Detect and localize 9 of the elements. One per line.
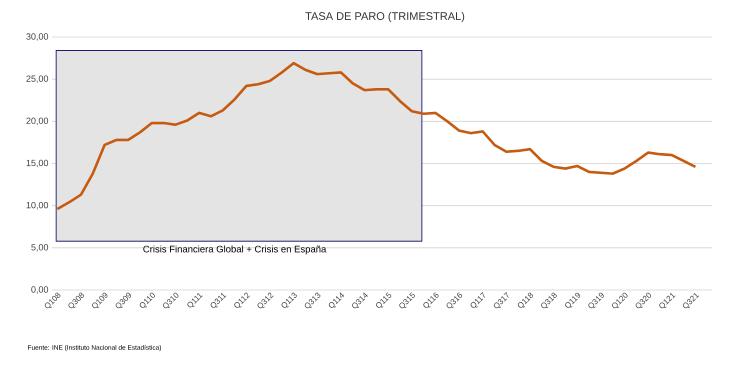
y-tick-label: 20,00 [26,118,48,126]
band-label: Crisis Financiera Global + Crisis en España [143,245,326,254]
y-tick-label: 10,00 [26,202,48,210]
y-tick-label: 0,00 [31,286,48,294]
y-tick-label: 5,00 [31,244,48,252]
y-tick-label: 15,00 [26,160,48,168]
y-tick-label: 25,00 [26,75,48,83]
chart-title: TASA DE PARO (TRIMESTRAL) [305,12,464,22]
y-tick-label: 30,00 [26,33,48,41]
